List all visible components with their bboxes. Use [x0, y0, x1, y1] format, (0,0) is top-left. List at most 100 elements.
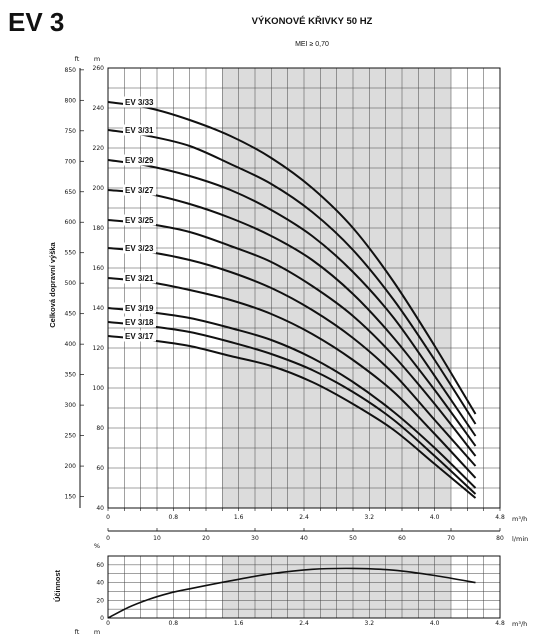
y-tick-label: 140	[93, 305, 105, 312]
curve-label: EV 3/19	[125, 304, 154, 313]
efficiency-x-tick-label: 0.8	[169, 620, 179, 627]
curve-label-bg	[123, 272, 156, 284]
ft-tick-label: 550	[65, 250, 77, 257]
curve-label-bg	[123, 242, 156, 254]
efficiency-curve-group	[107, 567, 476, 619]
l-min-tick-label: 20	[202, 535, 210, 542]
y-axis-label: Celková dopravní výška	[48, 241, 57, 327]
efficiency-y-tick-label: 60	[96, 562, 104, 569]
head-curve	[107, 101, 477, 415]
x-tick-label: 4.0	[430, 514, 440, 521]
head-curve	[107, 189, 477, 447]
y-tick-label: 240	[93, 105, 105, 112]
curve-label-bg	[123, 302, 156, 314]
efficiency-y-tick-label: 20	[96, 597, 104, 604]
curve-label-bg	[123, 96, 156, 108]
ft-tick-label: 600	[65, 219, 77, 226]
efficiency-axis-label: Účinnost	[53, 569, 62, 602]
x-tick-label: 2.4	[299, 514, 309, 521]
curve-label: EV 3/21	[125, 274, 154, 283]
curve-label: EV 3/31	[125, 126, 154, 135]
x-tick-label: 0.8	[169, 514, 179, 521]
efficiency-y-tick-label: 0	[100, 615, 104, 622]
head-curve	[107, 129, 477, 425]
ft-tick-label: 750	[65, 128, 77, 135]
efficiency-y-tick-label: 40	[96, 580, 104, 587]
head-curve	[107, 335, 477, 499]
curve-label: EV 3/18	[125, 318, 154, 327]
ft-tick-label: 200	[65, 463, 77, 470]
head-curve	[107, 321, 477, 495]
y-tick-label: 60	[96, 465, 104, 472]
bottom-unit-m: m	[94, 628, 100, 635]
head-curve	[107, 277, 477, 479]
efficiency-axes	[107, 555, 501, 619]
y-tick-label: 100	[93, 385, 105, 392]
l-min-tick-label: 50	[349, 535, 357, 542]
efficiency-x-tick-label: 1.6	[234, 620, 244, 627]
curve-label: EV 3/27	[125, 186, 154, 195]
head-curves	[107, 101, 477, 499]
y-tick-label: 40	[96, 505, 104, 512]
y-tick-label: 160	[93, 265, 105, 272]
y-unit-m: m	[94, 55, 100, 63]
curve-labels: EV 3/33 EV 3/31 EV 3/29 EV 3/27 EV 3/25 EV 3/…	[123, 96, 156, 342]
efficiency-curve	[107, 567, 476, 619]
head-curve	[107, 307, 477, 489]
main-grid	[107, 67, 501, 509]
curve-label-bg	[123, 330, 156, 342]
efficiency-x-tick-label: 2.4	[299, 620, 309, 627]
head-curve	[107, 247, 477, 467]
l-min-tick-label: 30	[251, 535, 259, 542]
efficiency-unit: %	[94, 542, 100, 550]
ft-tick-label: 250	[65, 433, 77, 440]
x2-unit-lmin: l/min	[512, 535, 528, 543]
main-plot: 4060801001201401601802002202402601502002…	[48, 55, 528, 543]
x-unit-m3h: m³/h	[512, 515, 527, 523]
ft-tick-label: 300	[65, 402, 77, 409]
curve-label: EV 3/17	[125, 332, 154, 341]
curve-label-bg	[123, 184, 156, 196]
efficiency-tick-labels: 0 20 40 60 0 0.8 1.6 2.4 3.2 4.0 4.8	[96, 562, 505, 627]
ft-tick-label: 450	[65, 311, 77, 318]
curve-label-bg	[123, 124, 156, 136]
chart-subtitle: MEI ≥ 0,70	[295, 41, 329, 48]
efficiency-x-tick-label: 4.0	[430, 620, 440, 627]
ft-tick-label: 350	[65, 372, 77, 379]
curve-label-bg	[123, 316, 156, 328]
y-tick-label: 260	[93, 65, 105, 72]
l-min-tick-label: 10	[153, 535, 161, 542]
x-tick-label: 1.6	[234, 514, 244, 521]
x-tick-label: 3.2	[365, 514, 375, 521]
l-min-tick-label: 80	[496, 535, 504, 542]
l-min-tick-label: 40	[300, 535, 308, 542]
y-unit-ft: ft	[75, 55, 80, 63]
efficiency-x-tick-label: 0	[106, 620, 110, 627]
x-tick-label: 4.8	[495, 514, 505, 521]
y-tick-label: 120	[93, 345, 105, 352]
ft-tick-label: 500	[65, 280, 77, 287]
y-tick-label: 180	[93, 225, 105, 232]
main-tick-labels: 4060801001201401601802002202402601502002…	[65, 65, 505, 542]
bottom-unit-ft: ft	[75, 628, 80, 635]
head-curve	[107, 219, 477, 457]
l-min-tick-label: 70	[447, 535, 455, 542]
l-min-tick-label: 60	[398, 535, 406, 542]
y-tick-label: 220	[93, 145, 105, 152]
efficiency-plot: 0 20 40 60 0 0.8 1.6 2.4 3.2 4.0 4.8 Účinnost % m³…	[53, 542, 527, 635]
model-title: EV 3	[8, 7, 64, 37]
head-curve	[107, 159, 477, 437]
efficiency-x-tick-label: 4.8	[495, 620, 505, 627]
curve-label: EV 3/23	[125, 244, 154, 253]
chart-title: VÝKONOVÉ KŘIVKY 50 HZ	[252, 15, 373, 27]
curve-label: EV 3/33	[125, 98, 154, 107]
l-min-tick-label: 0	[106, 535, 110, 542]
efficiency-x-tick-label: 3.2	[365, 620, 375, 627]
efficiency-x-unit: m³/h	[512, 620, 527, 628]
ft-tick-label: 400	[65, 341, 77, 348]
curve-label-bg	[123, 214, 156, 226]
ft-tick-label: 650	[65, 189, 77, 196]
y-tick-label: 80	[96, 425, 104, 432]
y-tick-label: 200	[93, 185, 105, 192]
